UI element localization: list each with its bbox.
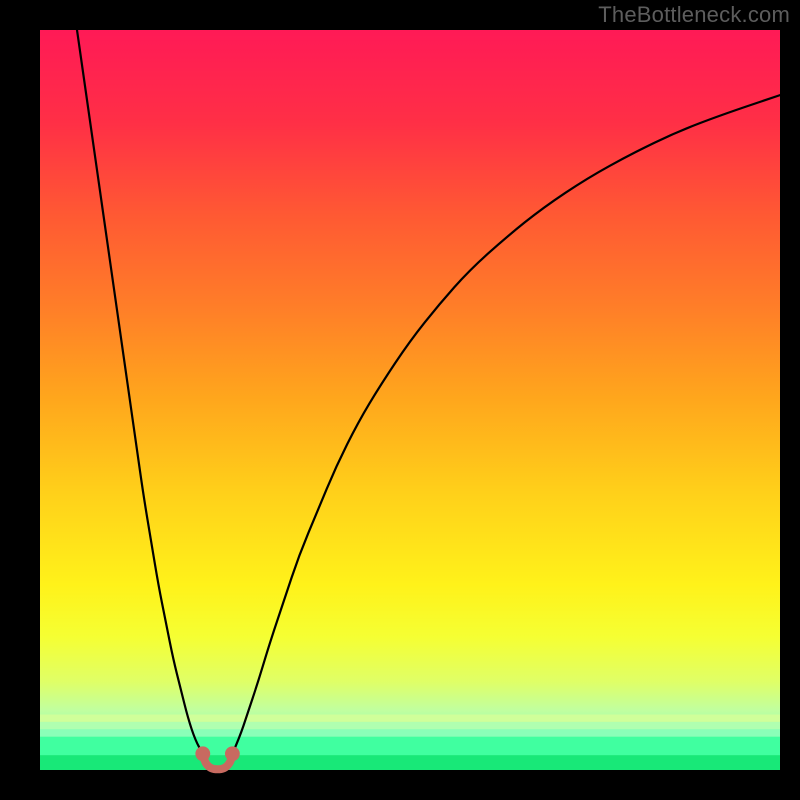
plot-background <box>40 30 780 770</box>
bottleneck-chart <box>0 0 800 800</box>
watermark-text: TheBottleneck.com <box>598 2 790 28</box>
marker-right <box>225 746 240 761</box>
gradient-bands <box>40 715 780 771</box>
chart-container: TheBottleneck.com <box>0 0 800 800</box>
marker-left <box>195 746 210 761</box>
